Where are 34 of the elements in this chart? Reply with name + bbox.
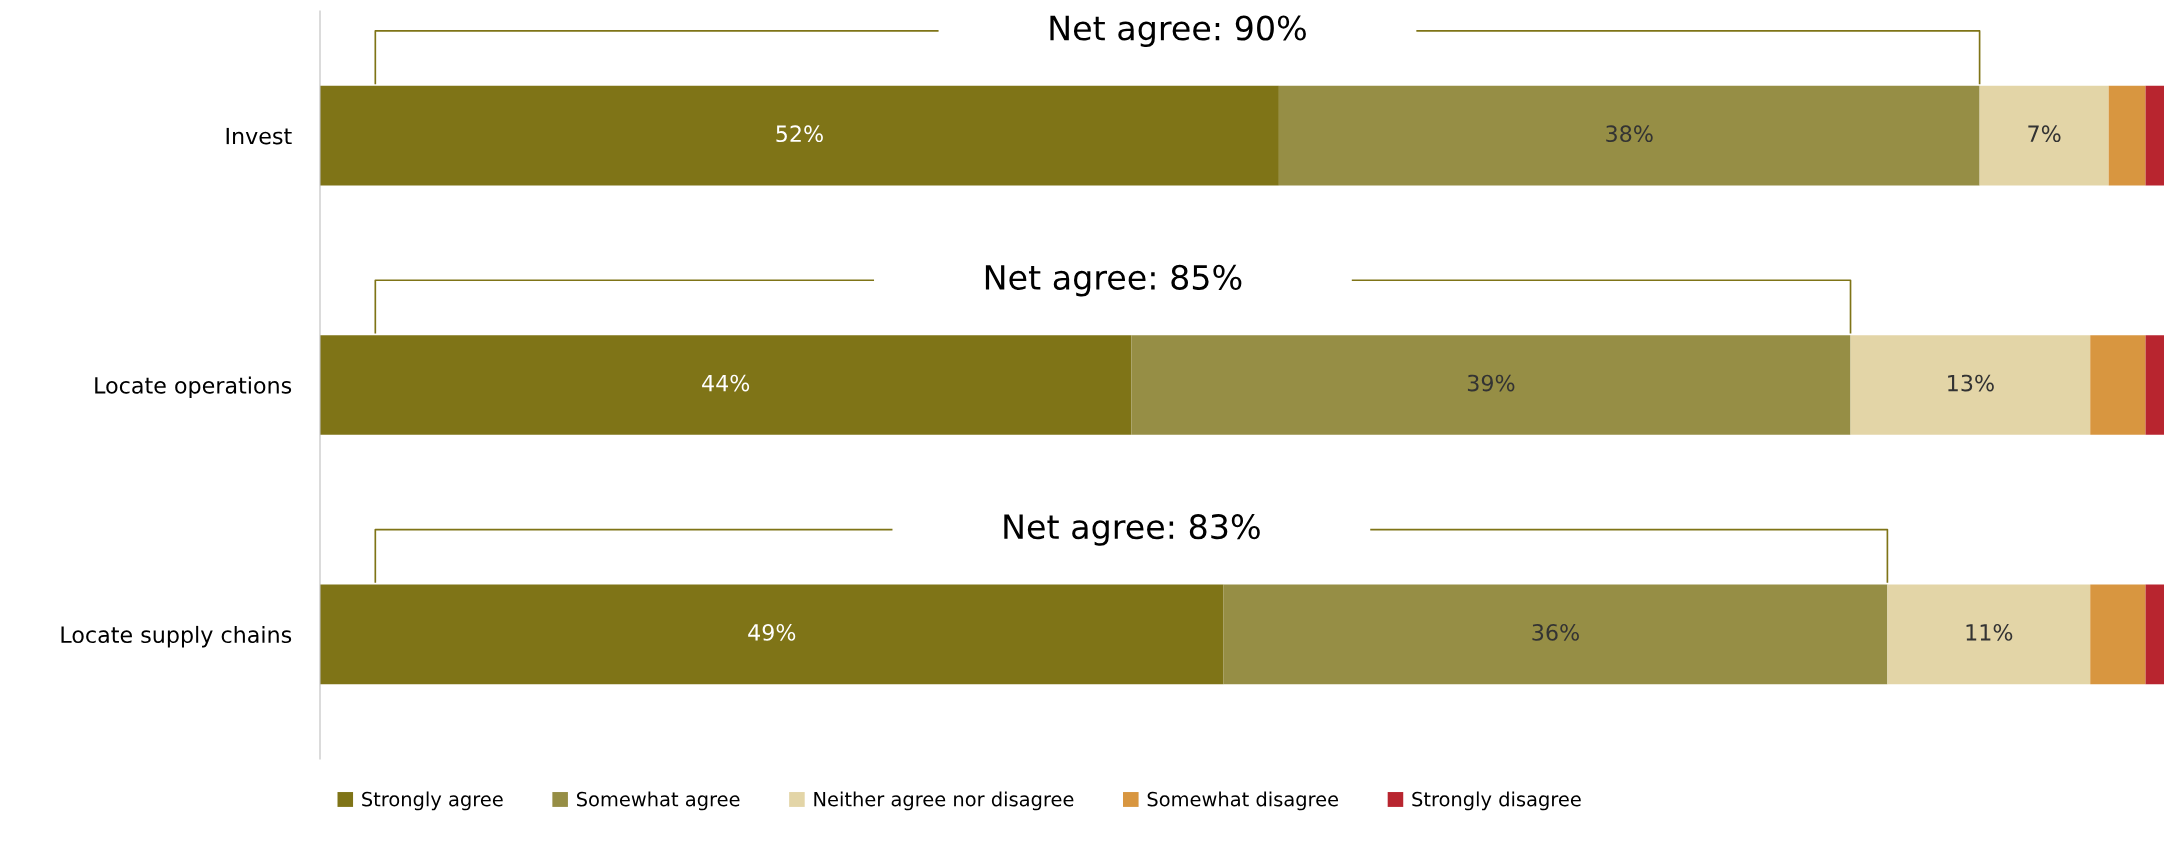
bar <box>2090 584 2146 685</box>
bar <box>2145 85 2164 186</box>
bar <box>2090 335 2146 435</box>
y-tick-label: Locate operations <box>95 376 292 399</box>
legend-label: Strongly disagree <box>1412 791 1581 811</box>
data-label: 11% <box>1966 623 2013 641</box>
data-label: 38% <box>1606 125 1653 143</box>
bar <box>1131 335 1851 435</box>
bar <box>1887 584 2091 685</box>
legend-label: Somewhat agree <box>576 791 740 811</box>
data-label: 7% <box>2028 125 2061 143</box>
data-label: 36% <box>1532 623 1579 641</box>
y-tick-label: Locate supply chains <box>61 625 292 648</box>
data-label: 49% <box>748 623 796 641</box>
bar <box>1979 85 2109 186</box>
y-tick-label: Invest <box>226 127 292 145</box>
annotation: Net agree: 90% <box>1050 15 1306 48</box>
annotation: Net agree: 83% <box>1004 514 1260 546</box>
bar <box>1278 85 1980 186</box>
bar <box>320 335 1132 435</box>
legend-label: Neither agree nor disagree <box>814 791 1074 811</box>
bar <box>2145 335 2164 435</box>
data-label: 44% <box>702 374 750 392</box>
bar <box>1850 335 2091 435</box>
legend-label: Somewhat disagree <box>1147 791 1339 811</box>
data-label: 52% <box>776 125 823 143</box>
data-label: 39% <box>1467 374 1515 392</box>
bar <box>2145 584 2164 685</box>
annotation: Net agree: 85% <box>985 264 1242 297</box>
legend-label: Strongly agree <box>362 791 503 811</box>
bar <box>2108 85 2146 186</box>
bar <box>1223 584 1888 685</box>
bar <box>320 85 1279 186</box>
data-label: 13% <box>1948 374 1994 392</box>
